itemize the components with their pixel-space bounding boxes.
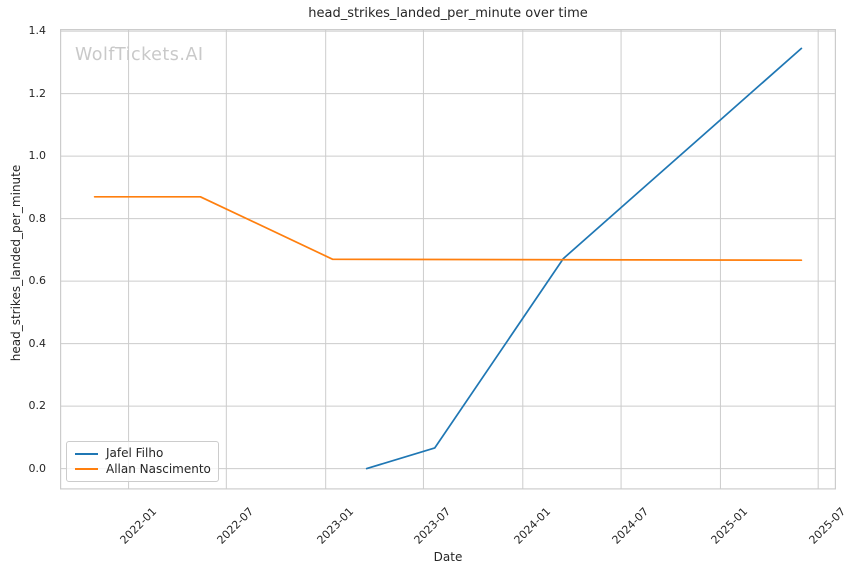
- legend-line-swatch-blue: [75, 452, 98, 455]
- y-tick-label: 0.4: [28, 336, 47, 350]
- y-tick-label: 0.2: [28, 399, 47, 413]
- legend: Jafel Filho Allan Nascimento: [66, 441, 219, 482]
- y-tick-label: 1.4: [28, 24, 47, 38]
- legend-label: Allan Nascimento: [106, 461, 211, 476]
- series-line-allan-nascimento: [93, 195, 803, 262]
- legend-item-jafel-filho: Jafel Filho: [75, 446, 210, 462]
- plot-border: [60, 29, 836, 490]
- legend-item-allan-nascimento: Allan Nascimento: [75, 461, 211, 478]
- series-line-jafel-filho: [365, 47, 803, 470]
- y-tick-label: 0.8: [28, 211, 47, 225]
- watermark: WolfTickets.AI: [75, 45, 204, 65]
- x-axis-label: Date: [433, 550, 463, 564]
- legend-label: Jafel Filho: [106, 446, 164, 461]
- y-tick-label: 1.2: [28, 86, 47, 100]
- y-tick-label: 0.6: [28, 274, 47, 288]
- chart-title: head_strikes_landed_per_minute over time: [308, 6, 588, 21]
- legend-line-swatch-orange: [75, 468, 98, 471]
- plot-area: [60, 29, 836, 490]
- y-tick-label: 1.0: [28, 149, 47, 163]
- y-tick-label: 0.0: [28, 461, 47, 475]
